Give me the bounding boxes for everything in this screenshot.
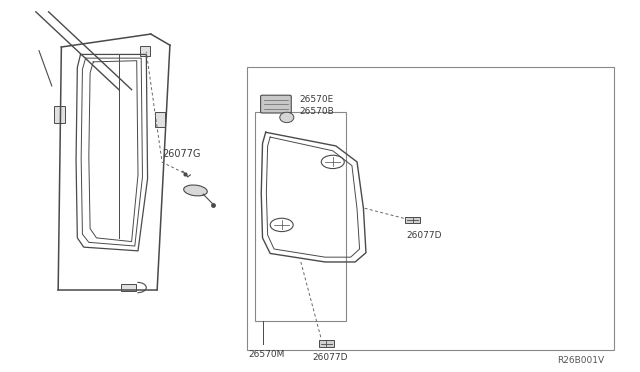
Text: 26077D: 26077D	[312, 353, 348, 362]
Bar	[140, 46, 150, 55]
Ellipse shape	[184, 185, 207, 196]
Text: 26077D: 26077D	[406, 231, 442, 240]
Bar	[156, 112, 166, 127]
Bar	[255, 112, 346, 321]
Text: 26570M: 26570M	[248, 350, 285, 359]
Bar	[405, 217, 420, 223]
Text: 26570B: 26570B	[300, 108, 334, 116]
Text: R26B001V: R26B001V	[557, 356, 604, 365]
FancyBboxPatch shape	[260, 95, 291, 113]
Bar	[319, 340, 334, 347]
Bar	[246, 67, 614, 350]
Ellipse shape	[280, 112, 294, 123]
Bar	[121, 284, 136, 291]
Bar	[54, 106, 65, 123]
Text: 26570E: 26570E	[300, 94, 334, 103]
Text: 26077G: 26077G	[163, 149, 201, 159]
